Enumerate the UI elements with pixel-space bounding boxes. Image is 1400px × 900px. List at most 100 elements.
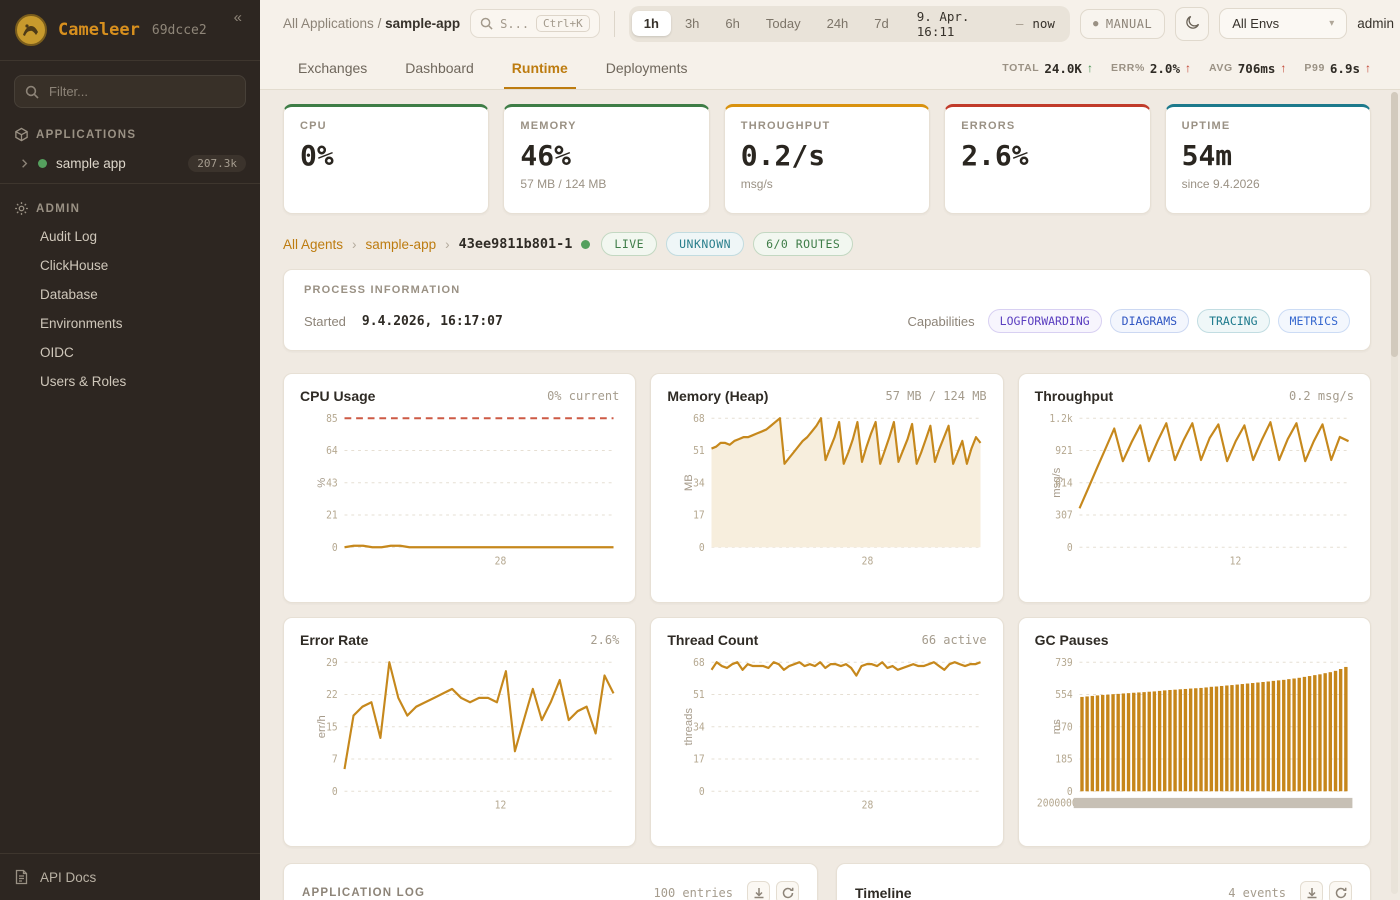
global-search[interactable]: S... Ctrl+K — [470, 9, 600, 38]
y-tick-label: 0 — [699, 543, 705, 554]
sidebar-item-sample-app[interactable]: sample app 207.3k — [0, 148, 260, 181]
sidebar-filter[interactable] — [14, 75, 246, 108]
dark-mode-toggle[interactable] — [1175, 6, 1210, 41]
tab-runtime[interactable]: Runtime — [503, 48, 576, 89]
search-shortcut-kbd: Ctrl+K — [536, 15, 590, 32]
capabilities-label: Capabilities — [907, 313, 975, 329]
filter-input[interactable] — [47, 83, 235, 100]
download-button[interactable] — [747, 881, 770, 900]
date-to: now — [1032, 16, 1055, 31]
tab-dashboard[interactable]: Dashboard — [403, 48, 476, 89]
bar — [1317, 674, 1322, 792]
x-tick-label: 28 — [495, 556, 507, 567]
bar — [1173, 689, 1177, 792]
bar — [1229, 685, 1234, 792]
manual-refresh-button[interactable]: ● MANUAL — [1079, 8, 1166, 39]
sidebar-item-api-docs[interactable]: API Docs — [0, 853, 260, 900]
date-range[interactable]: 9. Apr. 16:11 — now — [903, 9, 1067, 39]
stat-value: 2.0% — [1149, 60, 1180, 76]
app-logo — [14, 13, 48, 47]
sidebar-collapse-button[interactable]: « — [228, 8, 248, 27]
bar — [1131, 692, 1136, 792]
user-menu[interactable]: admin — [1357, 16, 1394, 31]
chart-card-thread-count: Thread Count 66 active threads 68 51 34 17 0 28 — [650, 617, 1004, 847]
time-range-6h[interactable]: 6h — [713, 11, 751, 36]
started-value: 9.4.2026, 16:17:07 — [361, 313, 503, 329]
application-log-card: APPLICATION LOG 100 entries — [283, 863, 818, 900]
sidebar-item-oidc[interactable]: OIDC — [40, 345, 74, 360]
download-button[interactable] — [1300, 881, 1323, 900]
time-range-today[interactable]: Today — [754, 11, 813, 36]
process-information-header: PROCESS INFORMATION — [304, 284, 461, 296]
series-line — [1078, 421, 1349, 509]
metric-value: 46% — [520, 139, 571, 172]
trend-arrow-icon: ↑ — [1365, 61, 1371, 75]
started-label: Started — [304, 313, 346, 329]
charts-grid: CPU Usage 0% current% 85 64 43 21 0 28 Memory (H… — [283, 373, 1371, 847]
summary-stats: TOTAL 24.0K ↑ ERR% 2.0% ↑ AVG 706ms ↑ P99 6.9s ↑ — [1002, 61, 1371, 76]
stat-value: 706ms — [1237, 60, 1276, 76]
trend-arrow-icon: ↑ — [1086, 61, 1093, 75]
breadcrumb-root[interactable]: All Applications — [283, 16, 374, 31]
status-dot — [38, 159, 47, 168]
chart-card-memory-heap: Memory (Heap) 57 MB / 124 MB MB 68 51 34 17 0 28 — [650, 373, 1004, 603]
sidebar-item-users-roles[interactable]: Users & Roles — [40, 374, 127, 389]
stat-label: AVG — [1208, 62, 1233, 74]
admin-section-header: ADMIN — [0, 186, 260, 222]
process-information-card: PROCESS INFORMATION Started 9.4.2026, 16… — [283, 269, 1371, 351]
bar — [1198, 687, 1203, 792]
chart-plot: err/h 29 22 15 7 0 12 — [316, 658, 615, 812]
breadcrumb-separator: / — [377, 16, 382, 31]
chart-plot: ms73955437018502000000000000000000000000… — [1037, 658, 1353, 810]
timeline-count: 4 events — [1228, 885, 1286, 900]
sidebar-item-clickhouse[interactable]: ClickHouse — [40, 258, 109, 273]
y-tick-label: 15 — [326, 722, 338, 733]
bar — [1245, 683, 1249, 792]
refresh-button[interactable] — [776, 881, 799, 900]
bar — [1111, 694, 1115, 792]
bar — [1338, 668, 1343, 792]
chart-current-value: 0% current — [547, 389, 620, 403]
chart-plot: MB 68 51 34 17 0 28 — [684, 414, 982, 568]
bar — [1142, 692, 1146, 792]
bar — [1167, 689, 1172, 792]
y-tick-label: 34 — [693, 478, 705, 489]
api-docs-label: API Docs — [40, 869, 97, 885]
capability-metrics: METRICS — [1277, 309, 1350, 333]
y-tick-label: 85 — [326, 414, 338, 425]
sidebar-item-database[interactable]: Database — [40, 287, 98, 302]
time-range-3h[interactable]: 3h — [673, 11, 711, 36]
tab-deployments[interactable]: Deployments — [604, 48, 690, 89]
metric-label: MEMORY — [520, 120, 577, 132]
y-tick-label: 0 — [332, 543, 338, 554]
refresh-icon — [1335, 887, 1346, 898]
sidebar-item-environments[interactable]: Environments — [40, 316, 123, 331]
bar — [1343, 666, 1348, 792]
capability-diagrams: DIAGRAMS — [1109, 309, 1190, 333]
time-range-1h[interactable]: 1h — [631, 11, 671, 36]
refresh-button[interactable] — [1329, 881, 1352, 900]
agent-breadcrumb-all-agents[interactable]: All Agents — [283, 236, 344, 252]
chart-plot: threads 68 51 34 17 0 28 — [684, 658, 982, 812]
topbar: All Applications / sample-app S... Ctrl+… — [260, 0, 1400, 47]
manual-dot: ● — [1092, 18, 1099, 29]
capability-logforwarding: LOGFORWARDING — [987, 309, 1102, 333]
y-tick-label: 17 — [693, 754, 705, 765]
y-axis-label: msg/s — [1051, 467, 1063, 498]
time-range-24h[interactable]: 24h — [815, 11, 861, 36]
environment-select[interactable]: All Envs ▾ — [1219, 8, 1348, 39]
scrollbar-thumb[interactable] — [1391, 92, 1398, 357]
page-scrollbar[interactable] — [1391, 92, 1398, 894]
metric-value: 0.2/s — [740, 139, 826, 172]
tab-exchanges[interactable]: Exchanges — [296, 48, 369, 89]
agent-breadcrumb-app[interactable]: sample-app — [365, 236, 437, 252]
bar — [1235, 684, 1239, 792]
sidebar-item-audit-log[interactable]: Audit Log — [40, 229, 98, 244]
applications-section-header: APPLICATIONS — [0, 112, 260, 148]
bar — [1204, 687, 1208, 792]
bar — [1157, 690, 1161, 792]
time-range-7d[interactable]: 7d — [862, 11, 900, 36]
y-tick-label: 51 — [693, 690, 705, 701]
bar — [1281, 679, 1286, 792]
chevron-separator: › — [445, 236, 450, 252]
